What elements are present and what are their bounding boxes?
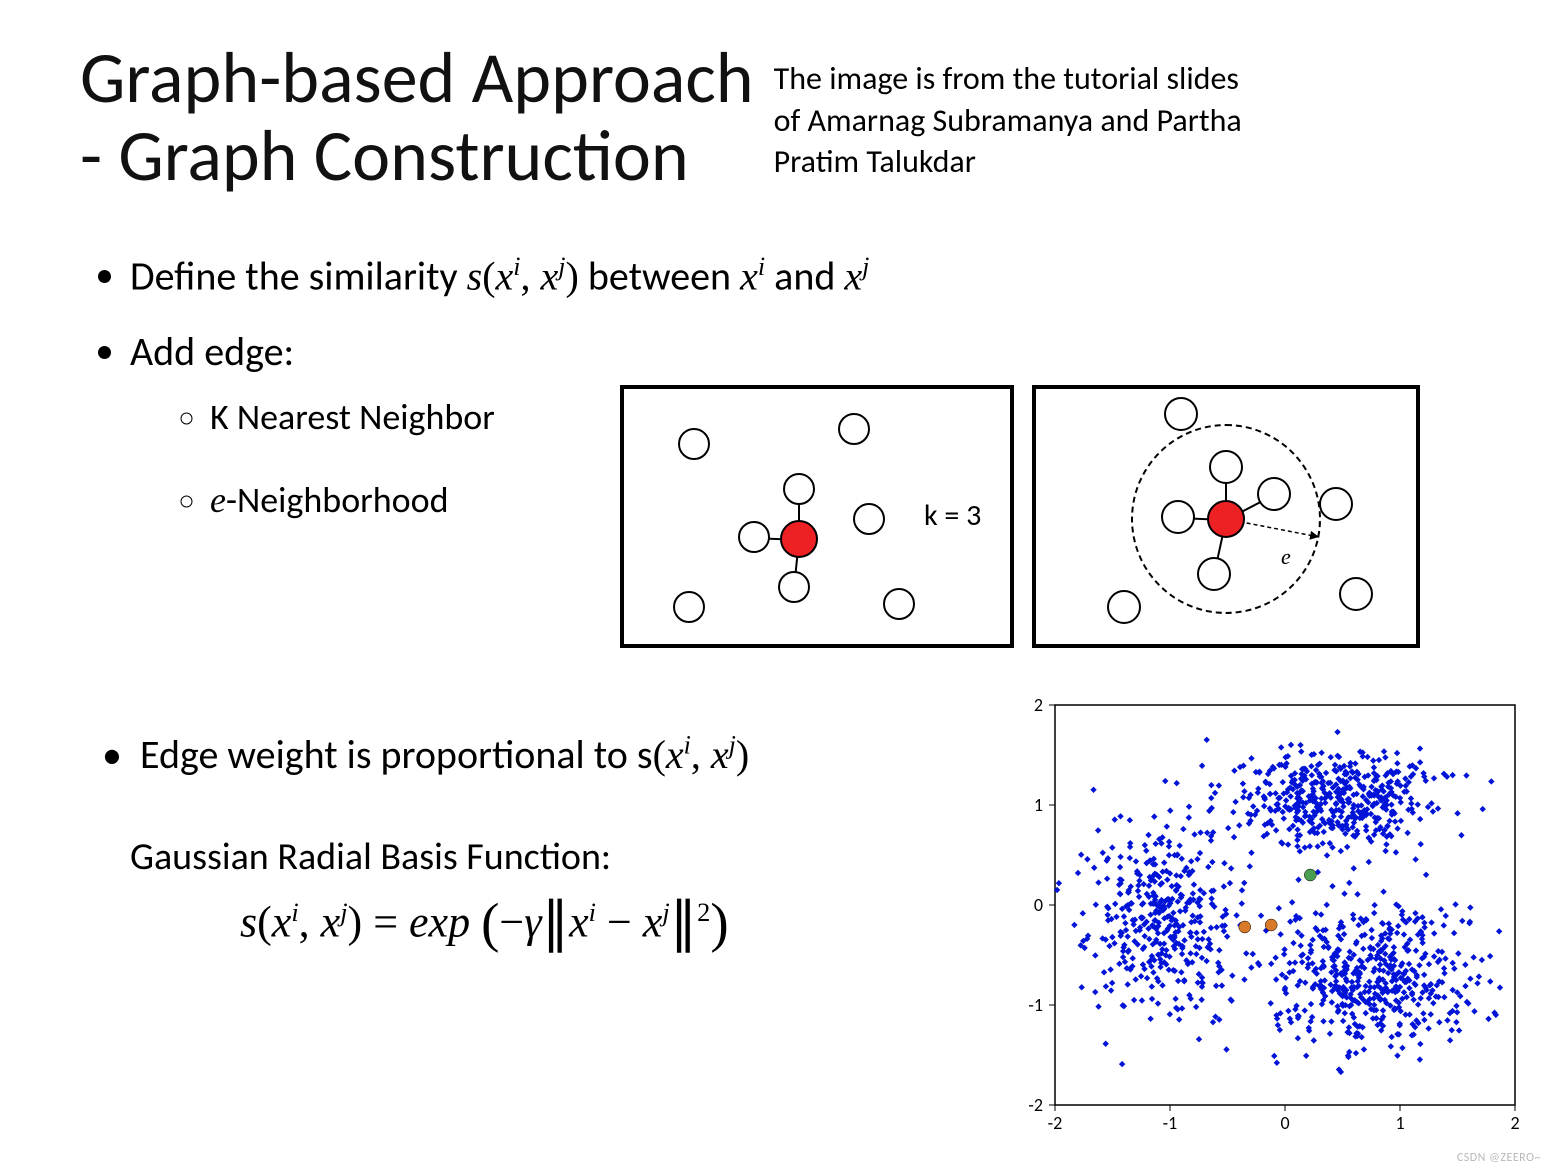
svg-text:-1: -1 xyxy=(1163,1112,1178,1134)
svg-text:2: 2 xyxy=(1510,1112,1519,1134)
gauss-formula: s(xi, xj) = exp (−γ∥xi − xj∥2) xyxy=(240,890,980,954)
title-line-1: Graph-based Approach xyxy=(80,34,754,122)
text-fragment: and xyxy=(765,251,844,300)
svg-text:1: 1 xyxy=(1395,1112,1404,1134)
knn-diagram: k = 3 xyxy=(620,385,1014,648)
eps-diagram: e xyxy=(1032,385,1420,648)
bullet-similarity: Define the similarity s(xi, xj) between … xyxy=(130,251,1489,300)
text-fragment: -Neighborhood xyxy=(226,478,449,522)
lower-block: • Edge weight is proportional to s(xi, x… xyxy=(80,730,980,954)
bullet-edge-weight: • Edge weight is proportional to s(xi, x… xyxy=(80,730,980,779)
k-label: k = 3 xyxy=(924,497,981,534)
title-line-2: - Graph Construction xyxy=(80,112,689,200)
text-fragment: Edge weight is proportional to s xyxy=(140,730,653,779)
svg-text:0: 0 xyxy=(1280,1112,1289,1134)
text-fragment: Add edge: xyxy=(130,327,294,376)
svg-text:-1: -1 xyxy=(1028,994,1043,1016)
scatter-plot: -2 -1 0 1 2 -2 -1 0 1 2 xyxy=(1000,695,1530,1145)
svg-text:1: 1 xyxy=(1034,794,1043,816)
text-fragment: e xyxy=(210,480,226,520)
slide-title: Graph-based Approach - Graph Constructio… xyxy=(80,40,754,196)
gauss-label: Gaussian Radial Basis Function: xyxy=(130,834,980,880)
diagram-row: k = 3 e xyxy=(620,385,1420,648)
svg-text:0: 0 xyxy=(1034,894,1043,916)
slide-root: Graph-based Approach - Graph Constructio… xyxy=(0,0,1549,1169)
watermark: CSDN @ZEERO~ xyxy=(1457,1151,1541,1165)
header-row: Graph-based Approach - Graph Constructio… xyxy=(80,40,1489,196)
svg-text:2: 2 xyxy=(1034,695,1043,716)
attribution-text: The image is from the tutorial slides of… xyxy=(774,40,1254,183)
text-fragment: between xyxy=(579,251,740,300)
text-fragment: Define the similarity xyxy=(130,251,467,300)
svg-text:-2: -2 xyxy=(1048,1112,1063,1134)
svg-text:-2: -2 xyxy=(1028,1094,1043,1116)
